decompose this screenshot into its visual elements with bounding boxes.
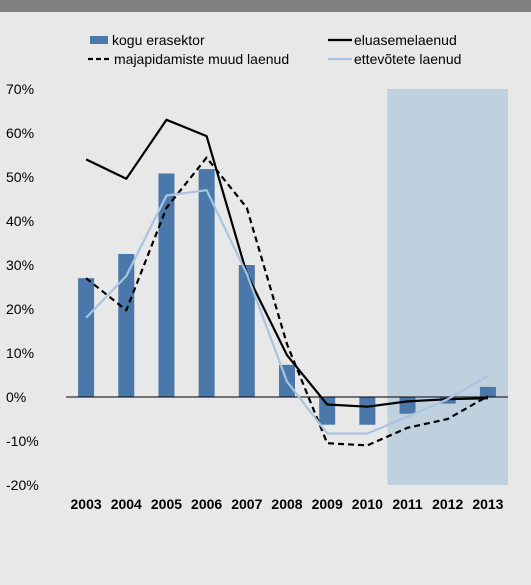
top-bar bbox=[0, 0, 531, 12]
x-tick-label: 2006 bbox=[191, 496, 222, 512]
y-tick-label: 50% bbox=[6, 169, 34, 185]
chart-panel: kogu erasektor eluasemelaenud majapidamist… bbox=[0, 12, 531, 585]
bar bbox=[319, 397, 336, 425]
y-tick-label: 60% bbox=[6, 125, 34, 141]
bar bbox=[399, 397, 416, 414]
x-tick-label: 2010 bbox=[352, 496, 383, 512]
series-line bbox=[85, 189, 489, 435]
y-tick-label: 0% bbox=[6, 389, 26, 405]
y-tick-label: 20% bbox=[6, 301, 34, 317]
x-tick-label: 2011 bbox=[392, 496, 423, 512]
y-tick-label: -20% bbox=[6, 477, 39, 493]
legend-swatch bbox=[90, 36, 108, 44]
y-tick-label: 30% bbox=[6, 257, 34, 273]
y-tick-label: 10% bbox=[6, 345, 34, 361]
x-tick-label: 2007 bbox=[231, 496, 262, 512]
legend: kogu erasektor eluasemelaenud majapidamist… bbox=[88, 32, 461, 67]
chart: kogu erasektor eluasemelaenud majapidamist… bbox=[6, 32, 508, 512]
axis-layer: 70% 60% 50% 40% 30% 20% 10% 0% -10% -20% 2003 2004 2… bbox=[6, 81, 508, 512]
x-tick-label: 2012 bbox=[432, 496, 463, 512]
legend-label: majapidamiste muud laenud bbox=[114, 51, 289, 67]
x-tick-label: 2004 bbox=[111, 496, 142, 512]
y-tick-label: 40% bbox=[6, 213, 34, 229]
bar bbox=[359, 397, 376, 425]
bar bbox=[118, 254, 135, 397]
y-tick-label: -10% bbox=[6, 433, 39, 449]
bar bbox=[198, 169, 215, 397]
x-tick-label: 2008 bbox=[271, 496, 302, 512]
legend-label: kogu erasektor bbox=[112, 32, 205, 48]
bar bbox=[238, 265, 255, 397]
x-tick-label: 2013 bbox=[472, 496, 503, 512]
line-layer bbox=[85, 118, 489, 447]
series-line bbox=[85, 118, 488, 408]
y-tick-label: 70% bbox=[6, 81, 34, 97]
x-tick-label: 2005 bbox=[151, 496, 182, 512]
legend-label: ettevõtete laenud bbox=[354, 51, 461, 67]
bar bbox=[78, 278, 95, 397]
series-line bbox=[85, 156, 489, 447]
x-tick-label: 2003 bbox=[71, 496, 102, 512]
forecast-shade bbox=[387, 89, 508, 485]
shade-layer bbox=[387, 89, 508, 485]
bar bbox=[479, 386, 496, 397]
x-tick-label: 2009 bbox=[312, 496, 343, 512]
bar bbox=[158, 173, 175, 397]
legend-label: eluasemelaenud bbox=[354, 32, 457, 48]
